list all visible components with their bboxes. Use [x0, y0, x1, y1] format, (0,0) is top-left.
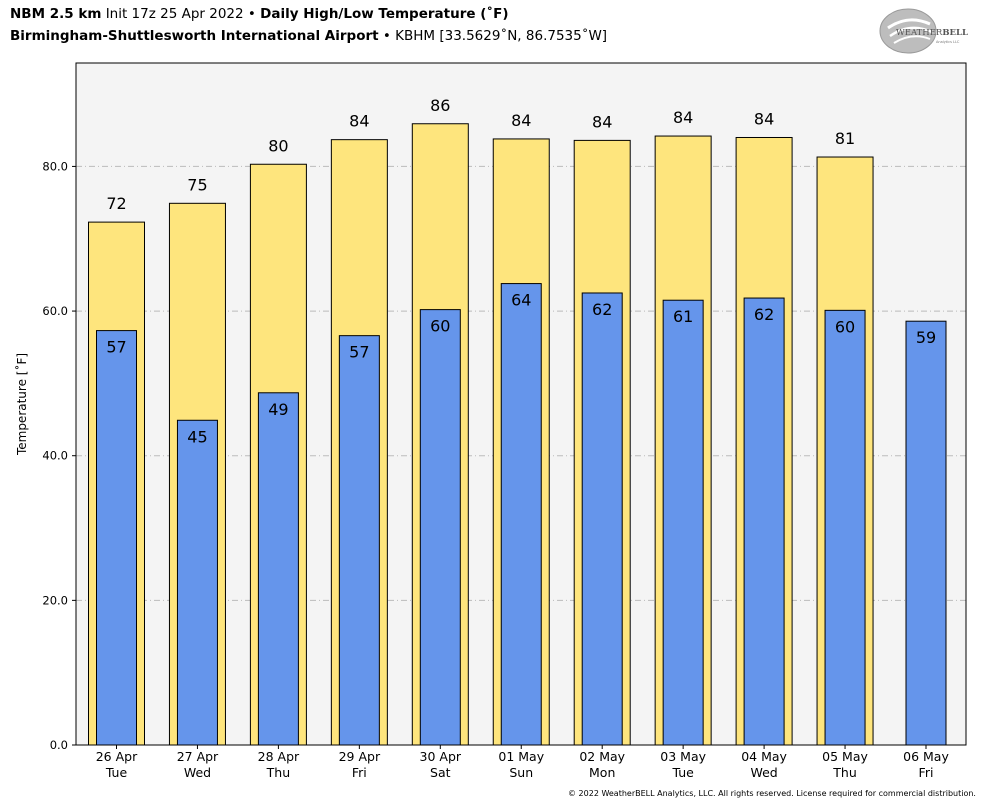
y-tick-label: 60.0 — [42, 304, 68, 318]
low-temp-bar — [257, 392, 299, 746]
x-tick-label-date: 29 Apr — [339, 749, 381, 764]
logo-text-bell: BELL — [942, 28, 968, 38]
low-temp-bar — [905, 320, 947, 746]
low-temp-bar — [176, 419, 218, 746]
x-tick-label-day: Mon — [589, 765, 615, 780]
station-separator: • — [382, 28, 391, 44]
low-temp-bar — [96, 330, 137, 746]
high-temp-label: 81 — [835, 129, 855, 148]
weatherbell-logo: WEATHERBELL Analytics LLC — [879, 8, 968, 54]
logo-text-sub: Analytics LLC — [936, 40, 960, 44]
y-tick-label: 80.0 — [42, 159, 68, 173]
x-tick-label-day: Sat — [430, 765, 451, 780]
low-temp-label: 60 — [430, 317, 450, 336]
x-tick-label-day: Wed — [184, 765, 211, 780]
low-temp-label: 59 — [916, 328, 936, 347]
high-temp-label: 86 — [430, 96, 450, 115]
x-tick-label-day: Thu — [266, 765, 290, 780]
high-temp-label: 84 — [511, 111, 531, 130]
low-temp-label: 57 — [349, 343, 369, 362]
y-tick-label: 0.0 — [50, 738, 68, 752]
x-tick-label-date: 06 May — [903, 749, 949, 764]
station-name: Birmingham-Shuttlesworth International A… — [10, 28, 379, 44]
low-temp-label: 49 — [268, 400, 288, 419]
low-temp-label: 62 — [754, 305, 774, 324]
title-separator: • — [247, 6, 256, 22]
low-temp-bar — [419, 309, 461, 746]
x-tick-label-date: 30 Apr — [420, 749, 462, 764]
low-temp-bar — [338, 335, 380, 746]
x-tick-label-date: 26 Apr — [96, 749, 138, 764]
x-tick-label-date: 28 Apr — [258, 749, 300, 764]
station-info: KBHM [33.5629˚N, 86.7535˚W] — [395, 28, 608, 44]
high-temp-label: 84 — [673, 108, 693, 127]
x-tick-label-date: 03 May — [660, 749, 706, 764]
x-tick-label-day: Fri — [352, 765, 367, 780]
x-tick-label-day: Thu — [832, 765, 856, 780]
x-tick-label-day: Fri — [919, 765, 934, 780]
init-time: Init 17z 25 Apr 2022 — [105, 6, 244, 22]
copyright-notice: © 2022 WeatherBELL Analytics, LLC. All r… — [568, 789, 976, 798]
svg-text:WEATHERBELL: WEATHERBELL — [896, 28, 968, 38]
low-temp-bar — [824, 309, 866, 746]
low-temp-bar — [581, 292, 623, 746]
high-temp-label: 72 — [106, 194, 126, 213]
x-tick-label-date: 05 May — [822, 749, 868, 764]
high-temp-label: 75 — [187, 175, 207, 194]
product-name: Daily High/Low Temperature (˚F) — [260, 6, 509, 22]
x-tick-label-date: 01 May — [498, 749, 544, 764]
x-tick-label-date: 27 Apr — [177, 749, 219, 764]
high-temp-label: 80 — [268, 136, 288, 155]
y-tick-label: 20.0 — [42, 593, 68, 607]
low-temp-label: 64 — [511, 291, 531, 310]
chart-title-line-1: NBM 2.5 km Init 17z 25 Apr 2022 • Daily … — [10, 6, 509, 22]
model-name: NBM 2.5 km — [10, 6, 102, 22]
x-tick-label-day: Sun — [509, 765, 533, 780]
low-temp-bar — [500, 283, 542, 746]
high-temp-label: 84 — [349, 112, 369, 131]
logo-text-weather: WEATHER — [896, 28, 943, 38]
low-temp-label: 61 — [673, 307, 693, 326]
low-temp-label: 62 — [592, 300, 612, 319]
low-temp-label: 57 — [106, 338, 126, 357]
y-tick-label: 40.0 — [42, 449, 68, 463]
low-temp-label: 60 — [835, 317, 855, 336]
low-temp-bar — [662, 299, 704, 746]
high-temp-label: 84 — [592, 112, 612, 131]
x-tick-label-day: Tue — [105, 765, 128, 780]
high-temp-label: 84 — [754, 109, 774, 128]
x-tick-label-day: Tue — [671, 765, 694, 780]
chart-title-line-2: Birmingham-Shuttlesworth International A… — [10, 28, 607, 44]
x-tick-label-date: 02 May — [579, 749, 625, 764]
low-temp-bar — [743, 297, 785, 746]
low-temp-label: 45 — [187, 427, 207, 446]
x-tick-label-date: 04 May — [741, 749, 787, 764]
y-axis-label: Temperature [˚F] — [14, 353, 29, 456]
x-tick-label-day: Wed — [750, 765, 777, 780]
